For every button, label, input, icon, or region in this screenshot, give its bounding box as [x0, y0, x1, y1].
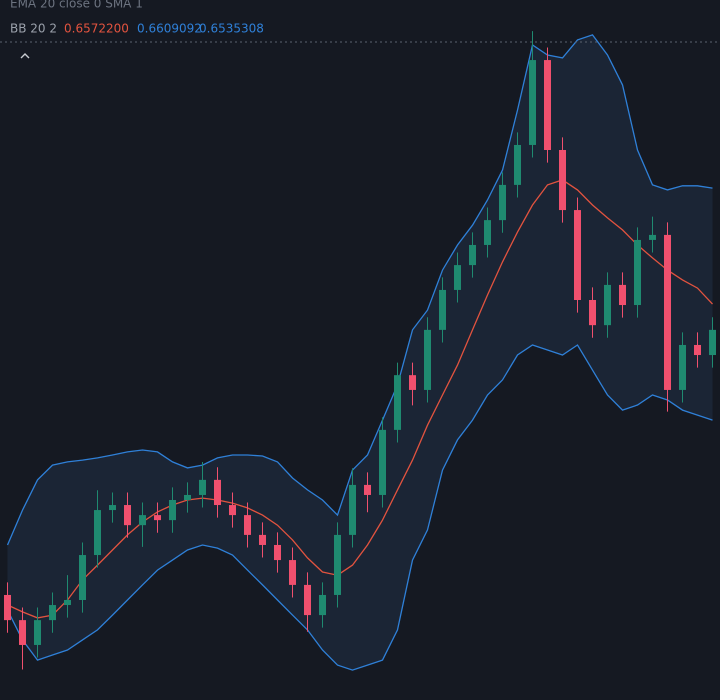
candle-body [709, 329, 716, 356]
indicator-label: EMA 20 close 0 SMA 1 [10, 0, 143, 11]
candle-body [574, 210, 581, 300]
candle-body [229, 505, 236, 516]
candle-body [469, 244, 476, 266]
band-lower [6, 344, 713, 671]
candle-body [334, 534, 341, 595]
bb-title: BB 20 2 [10, 22, 57, 36]
candle-body [544, 60, 551, 150]
candle-body [94, 510, 101, 556]
candle-body [49, 605, 56, 621]
candle-body [619, 284, 626, 306]
candle-body [34, 620, 41, 645]
candle-body [424, 329, 431, 390]
candle-body [154, 515, 161, 521]
candle-body [499, 184, 506, 221]
candle-body [139, 515, 146, 526]
candle-body [439, 289, 446, 330]
candle-body [454, 265, 461, 290]
bb-basis-value: 0.6572200 [64, 22, 129, 36]
candle-body [679, 344, 686, 390]
band-fill [7, 34, 713, 671]
candle-body [214, 479, 221, 506]
candle-body [304, 584, 311, 616]
candle-body [244, 515, 251, 535]
candle-body [664, 234, 671, 390]
candle-body [79, 555, 86, 600]
candle-body [274, 544, 281, 561]
candle-body [289, 560, 296, 585]
collapse-button[interactable] [20, 53, 30, 59]
candle-body [124, 505, 131, 526]
candle-body [364, 484, 371, 495]
candle-body [169, 500, 176, 521]
candle-body [484, 220, 491, 245]
candle-body [694, 344, 701, 356]
band-basis [7, 179, 713, 619]
band-upper [6, 34, 713, 546]
candle-body [319, 594, 326, 616]
candle-body [604, 284, 611, 326]
candle-body [634, 239, 641, 306]
candle-body [529, 60, 536, 145]
candle-body [184, 494, 191, 500]
plot [4, 31, 716, 671]
candle-body [349, 484, 356, 535]
candle-body [259, 534, 266, 545]
candle-body [19, 620, 26, 645]
candle-body [109, 505, 116, 511]
bb-lower-value: 0.6535308 [199, 22, 264, 36]
candle-body [589, 300, 596, 326]
candle-body [649, 234, 656, 240]
candle-body [409, 375, 416, 390]
candle-body [394, 375, 401, 430]
candle-body [199, 479, 206, 495]
candle-body [4, 594, 11, 621]
candle-body [64, 600, 71, 606]
candle-body [514, 144, 521, 185]
bb-upper-value: 0.6609092 [137, 22, 202, 36]
candle-body [559, 150, 566, 211]
candle-body [379, 429, 386, 495]
